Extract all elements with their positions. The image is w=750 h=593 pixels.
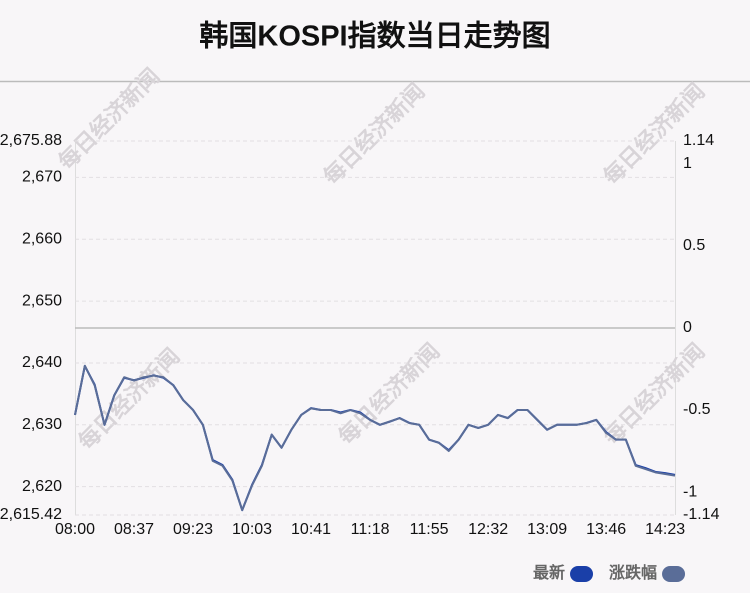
legend-label: 涨跌幅: [609, 563, 657, 582]
y-tick-label: 2,650: [22, 292, 62, 309]
x-tick-label: 10:41: [291, 521, 331, 538]
y-tick-label: 2,675.88: [0, 132, 62, 149]
y-tick-label: 2,640: [22, 354, 62, 371]
y2-tick-label: 1.14: [683, 132, 714, 149]
y2-tick-label: 0: [683, 319, 692, 336]
x-tick-label: 12:32: [468, 521, 508, 538]
x-tick-label: 10:03: [232, 521, 272, 538]
chart-title: 韩国KOSPI指数当日走势图: [199, 20, 550, 53]
y2-tick-label: -1.14: [683, 506, 720, 523]
legend-label: 最新: [533, 563, 565, 582]
y-tick-label: 2,660: [22, 230, 62, 247]
x-tick-label: 08:00: [55, 521, 95, 538]
y-tick-label: 2,615.42: [0, 506, 62, 523]
y-tick-label: 2,620: [22, 478, 62, 495]
y-tick-label: 2,670: [22, 169, 62, 186]
x-tick-label: 13:46: [586, 521, 626, 538]
y2-tick-label: 1: [683, 155, 692, 172]
x-tick-label: 11:18: [351, 521, 390, 538]
y2-tick-label: -1: [683, 483, 697, 500]
x-tick-label: 08:37: [114, 521, 154, 538]
y-tick-label: 2,630: [22, 416, 62, 433]
legend-swatch: [570, 566, 594, 582]
legend-swatch: [662, 566, 686, 582]
x-tick-label: 13:09: [527, 521, 567, 538]
x-tick-label: 11:55: [410, 521, 449, 538]
x-tick-label: 09:23: [173, 521, 213, 538]
y2-tick-label: 0.5: [683, 237, 705, 254]
y2-tick-label: -0.5: [683, 401, 711, 418]
series-line: [74, 364, 676, 512]
x-tick-label: 14:23: [645, 521, 685, 538]
